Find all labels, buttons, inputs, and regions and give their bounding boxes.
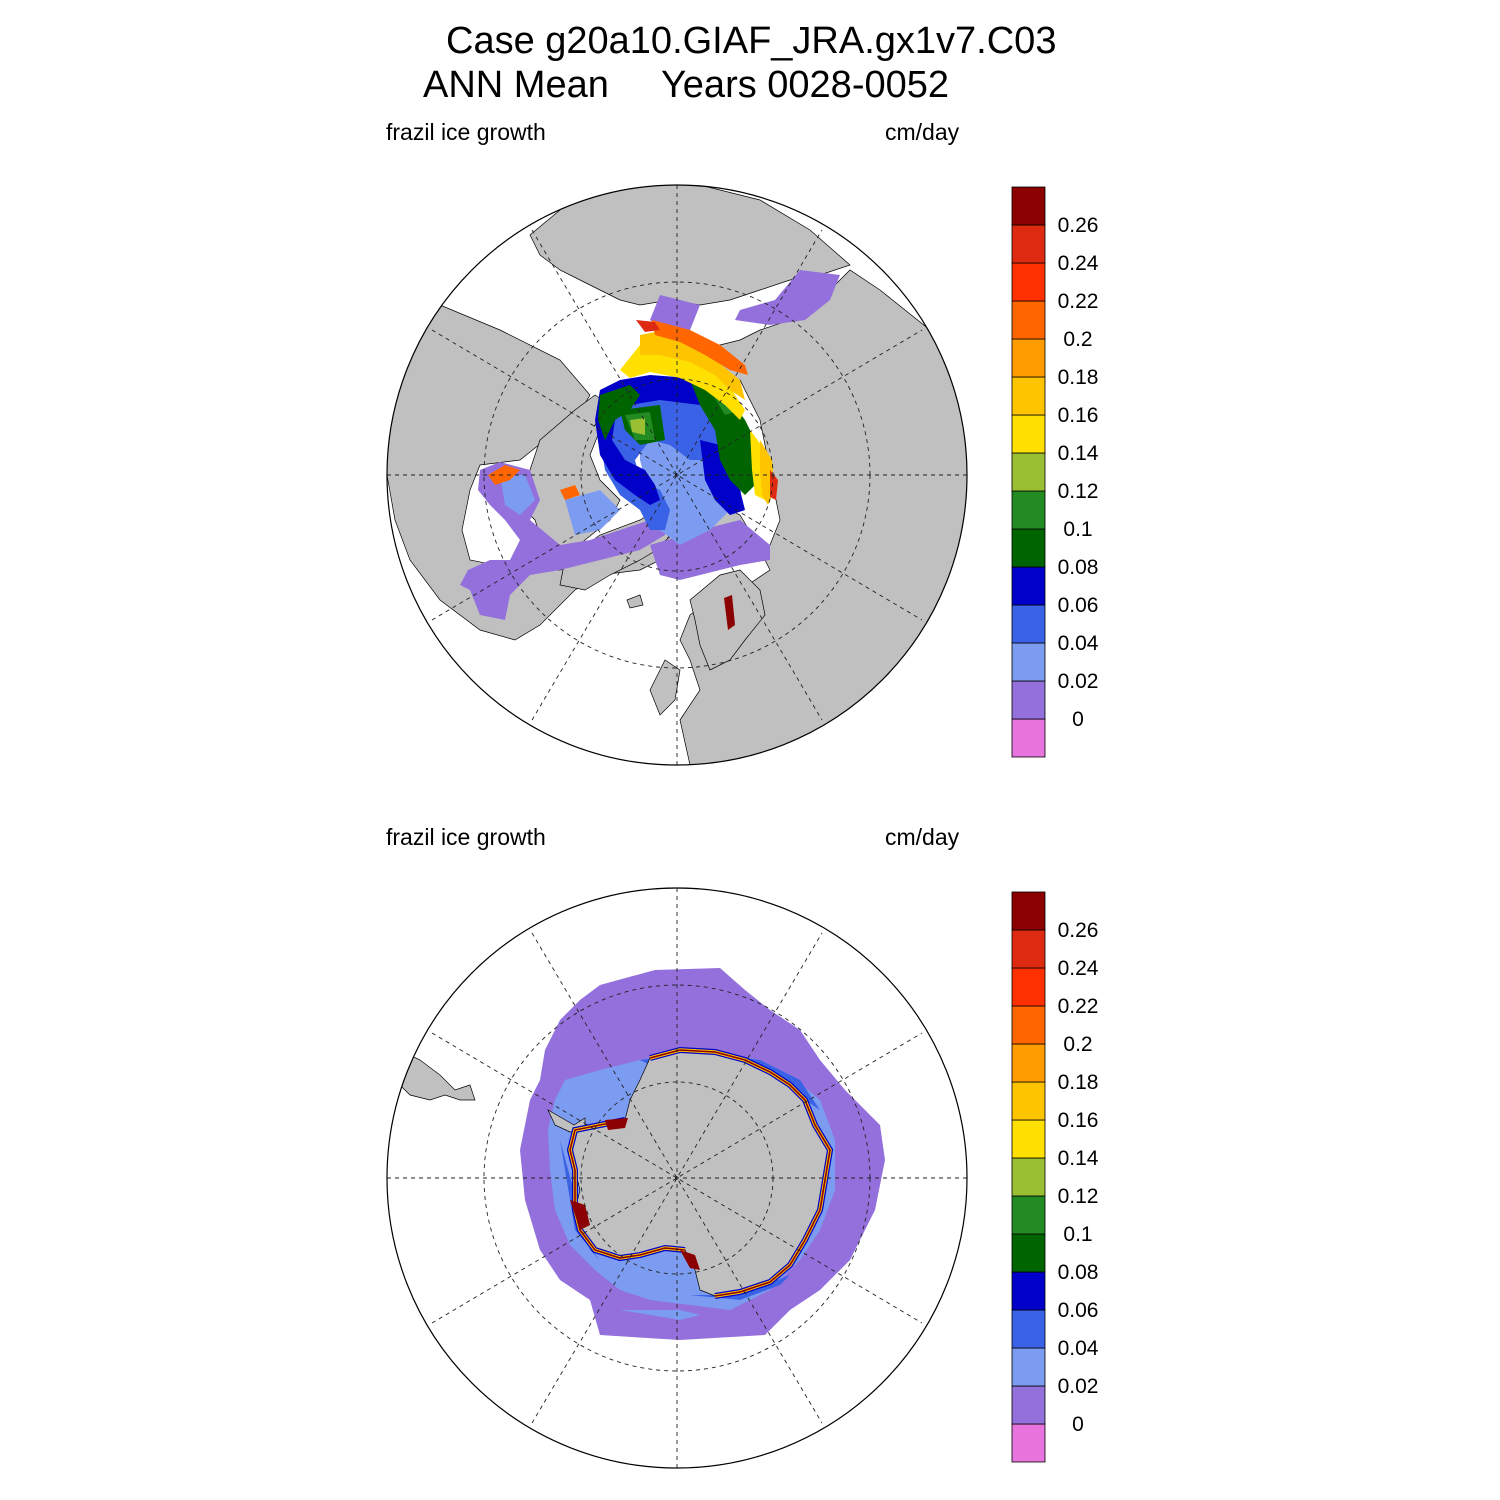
colorbar-tick-label: 0.04 <box>1058 632 1099 655</box>
north-variable-label: frazil ice growth <box>386 119 546 145</box>
north-map <box>386 184 968 766</box>
colorbar-swatch <box>1011 967 1046 1007</box>
figure-title-line1: Case g20a10.GIAF_JRA.gx1v7.C03 <box>446 20 1057 62</box>
colorbar-swatch <box>1011 929 1046 969</box>
colorbar-tick-label: 0.1 <box>1063 518 1092 541</box>
colorbar-tick-label: 0.12 <box>1058 480 1099 503</box>
colorbar-swatch <box>1011 1157 1046 1197</box>
colorbar-tick-label: 0.08 <box>1058 556 1099 579</box>
south-units-label: cm/day <box>885 824 960 850</box>
north-land <box>387 185 967 765</box>
colorbar-tick-label: 0.14 <box>1058 442 1099 465</box>
north-colorbar: 0 0.02 0.04 0.06 0.08 0.1 0.12 0.14 0.16 0.18 0.2 0… <box>1011 186 1099 758</box>
colorbar-swatch <box>1011 1423 1046 1463</box>
colorbar-tick-label: 0.16 <box>1058 404 1099 427</box>
north-frazil-field <box>460 270 840 630</box>
colorbar-tick-label: 0.24 <box>1058 957 1099 980</box>
colorbar-swatch <box>1011 1385 1046 1425</box>
colorbar-swatch <box>1011 262 1046 302</box>
north-units-label: cm/day <box>885 119 960 145</box>
colorbar-tick-label: 0.22 <box>1058 995 1099 1018</box>
colorbar-swatch <box>1011 452 1046 492</box>
colorbar-tick-label: 0.04 <box>1058 1337 1099 1360</box>
colorbar-swatch <box>1011 1043 1046 1083</box>
colorbar-tick-label: 0.26 <box>1058 214 1099 237</box>
colorbar-swatch <box>1011 1195 1046 1235</box>
colorbar-tick-label: 0.26 <box>1058 919 1099 942</box>
colorbar-tick-label: 0.06 <box>1058 1299 1099 1322</box>
colorbar-tick-label: 0 <box>1072 708 1084 731</box>
colorbar-tick-label: 0.08 <box>1058 1261 1099 1284</box>
colorbar-tick-label: 0.02 <box>1058 1375 1099 1398</box>
colorbar-swatch <box>1011 224 1046 264</box>
colorbar-swatch <box>1011 338 1046 378</box>
colorbar-tick-label: 0.02 <box>1058 670 1099 693</box>
colorbar-swatch <box>1011 1119 1046 1159</box>
colorbar-swatch <box>1011 680 1046 720</box>
colorbar-tick-label: 0.16 <box>1058 1109 1099 1132</box>
colorbar-swatch <box>1011 186 1046 226</box>
colorbar-tick-label: 0.2 <box>1063 1033 1092 1056</box>
south-land <box>394 1049 831 1297</box>
colorbar-swatch <box>1011 1081 1046 1121</box>
colorbar-tick-label: 0.22 <box>1058 290 1099 313</box>
colorbar-swatch <box>1011 376 1046 416</box>
colorbar-swatch <box>1011 1005 1046 1045</box>
colorbar-swatch <box>1011 1309 1046 1349</box>
south-map <box>386 887 968 1469</box>
colorbar-tick-label: 0.2 <box>1063 328 1092 351</box>
colorbar-swatch <box>1011 300 1046 340</box>
colorbar-swatch <box>1011 528 1046 568</box>
colorbar-tick-label: 0.1 <box>1063 1223 1092 1246</box>
colorbar-tick-label: 0 <box>1072 1413 1084 1436</box>
colorbar-swatch <box>1011 718 1046 758</box>
colorbar-swatch <box>1011 1271 1046 1311</box>
colorbar-swatch <box>1011 604 1046 644</box>
south-graticule <box>387 888 967 1468</box>
colorbar-tick-label: 0.24 <box>1058 252 1099 275</box>
north-graticule <box>387 185 967 765</box>
colorbar-swatch <box>1011 414 1046 454</box>
colorbar-swatch <box>1011 1347 1046 1387</box>
colorbar-swatch <box>1011 891 1046 931</box>
south-variable-label: frazil ice growth <box>386 824 546 850</box>
colorbar-tick-label: 0.18 <box>1058 1071 1099 1094</box>
colorbar-tick-label: 0.18 <box>1058 366 1099 389</box>
colorbar-tick-label: 0.06 <box>1058 594 1099 617</box>
colorbar-swatch <box>1011 642 1046 682</box>
colorbar-swatch <box>1011 1233 1046 1273</box>
colorbar-swatch <box>1011 566 1046 606</box>
colorbar-tick-label: 0.12 <box>1058 1185 1099 1208</box>
colorbar-tick-label: 0.14 <box>1058 1147 1099 1170</box>
figure-title-line2: ANN Mean Years 0028-0052 <box>423 64 950 106</box>
south-colorbar: 0 0.02 0.04 0.06 0.08 0.1 0.12 0.14 0.16 0.18 0.2 0… <box>1011 891 1099 1463</box>
colorbar-swatch <box>1011 490 1046 530</box>
